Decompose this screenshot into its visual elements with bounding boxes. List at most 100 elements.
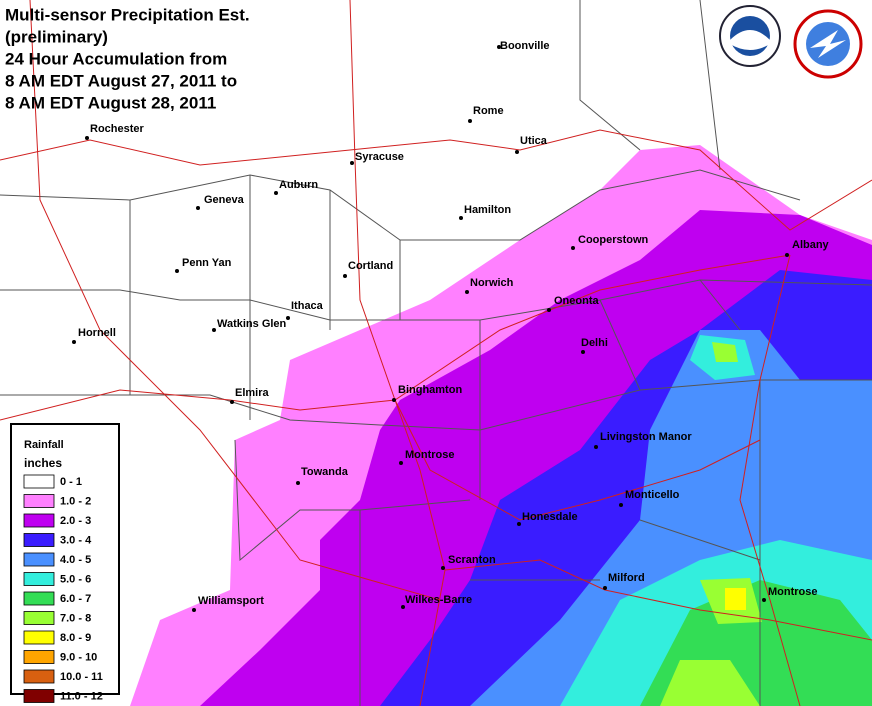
city-label: Boonville <box>500 40 550 52</box>
city-dot <box>296 481 300 485</box>
city-label: Ithaca <box>291 300 324 312</box>
city-dot <box>212 328 216 332</box>
city-dot <box>468 119 472 123</box>
legend-label: 5.0 - 6 <box>60 573 91 585</box>
city-label: Hamilton <box>464 204 511 216</box>
city-label: Honesdale <box>522 511 578 523</box>
city-label: Rochester <box>90 123 145 135</box>
zone <box>712 342 738 362</box>
legend-swatch <box>23 611 55 625</box>
city-label: Hornell <box>78 327 116 339</box>
zone <box>725 588 746 610</box>
city-dot <box>392 398 396 402</box>
city-label: Wilkes-Barre <box>405 594 472 606</box>
title-block: Multi-sensor Precipitation Est. (prelimi… <box>5 5 250 112</box>
city-dot <box>343 274 347 278</box>
city-dot <box>175 269 179 273</box>
city-dot <box>441 566 445 570</box>
legend-label: 2.0 - 3 <box>60 515 91 527</box>
city-label: Albany <box>792 239 830 251</box>
city-label: Williamsport <box>198 595 264 607</box>
city-dot <box>196 206 200 210</box>
legend-swatch <box>23 650 55 664</box>
city-label: Towanda <box>301 466 349 478</box>
city-label: Watkins Glen <box>217 318 287 330</box>
title-line: (preliminary) <box>5 27 108 46</box>
city-dot <box>286 316 290 320</box>
city-label: Cooperstown <box>578 234 649 246</box>
city-dot <box>465 290 469 294</box>
legend-swatch <box>23 494 55 508</box>
legend-label: 3.0 - 4 <box>60 534 92 546</box>
city-label: Syracuse <box>355 151 404 163</box>
city-dot <box>785 253 789 257</box>
city-label: Norwich <box>470 277 514 289</box>
legend-swatch <box>23 552 55 567</box>
city-dot <box>497 45 501 49</box>
city-dot <box>350 161 354 165</box>
city-label: Livingston Manor <box>600 431 692 443</box>
title-line: 8 AM EDT August 28, 2011 <box>5 93 216 112</box>
nws-logo <box>793 9 863 79</box>
city-dot <box>459 216 463 220</box>
legend-units: inches <box>24 456 62 470</box>
city-dot <box>594 445 598 449</box>
city-label: Utica <box>520 135 548 147</box>
city-label: Penn Yan <box>182 257 232 269</box>
legend-swatch <box>23 474 55 489</box>
city-dot <box>274 191 278 195</box>
city-dot <box>571 246 575 250</box>
title-line: 24 Hour Accumulation from <box>5 49 227 68</box>
city-label: Montrose <box>405 449 455 461</box>
legend-label: 4.0 - 5 <box>60 554 91 566</box>
city-dot <box>85 136 89 140</box>
legend-swatch <box>23 630 55 645</box>
cities: Boonville Rome Utica Rochester Syracuse Aubur… <box>72 40 830 612</box>
legend-label: 1.0 - 2 <box>60 495 91 507</box>
city-dot <box>619 503 623 507</box>
city-dot <box>762 598 766 602</box>
city-label: Delhi <box>581 337 608 349</box>
legend-label: 11.0 - 12 <box>60 690 103 702</box>
zone <box>660 660 760 706</box>
legend-label: 9.0 - 10 <box>60 651 97 663</box>
legend-label: 6.0 - 7 <box>60 593 91 605</box>
city-label: Milford <box>608 572 645 584</box>
city-label: Geneva <box>204 194 245 206</box>
legend: Rainfall inches 0 - 1 1.0 - 2 2.0 - 3 3.0 -… <box>10 423 120 703</box>
city-label: Cortland <box>348 260 393 272</box>
title-line: 8 AM EDT August 27, 2011 to <box>5 71 237 90</box>
city-label: Elmira <box>235 387 270 399</box>
legend-label: 0 - 1 <box>60 476 82 488</box>
city-label: Oneonta <box>554 295 599 307</box>
legend-swatch <box>23 572 55 586</box>
city-label: Monticello <box>625 489 680 501</box>
city-dot <box>581 350 585 354</box>
city-dot <box>72 340 76 344</box>
city-dot <box>399 461 403 465</box>
title-line: Multi-sensor Precipitation Est. <box>5 5 250 24</box>
city-dot <box>603 586 607 590</box>
city-dot <box>547 308 551 312</box>
city-dot <box>192 608 196 612</box>
legend-swatch <box>23 689 55 703</box>
city-label: Rome <box>473 105 504 117</box>
city-dot <box>515 150 519 154</box>
city-label: Montrose <box>768 586 818 598</box>
city-label: Scranton <box>448 554 496 566</box>
city-dot <box>401 605 405 609</box>
legend-title: Rainfall <box>24 439 64 451</box>
city-dot <box>230 400 234 404</box>
noaa-logo <box>719 5 781 67</box>
city-label: Auburn <box>279 179 318 191</box>
rain-zones <box>130 145 872 706</box>
legend-label: 7.0 - 8 <box>60 612 91 624</box>
legend-swatch <box>23 669 55 684</box>
legend-label: 8.0 - 9 <box>60 632 91 644</box>
legend-swatch <box>23 591 55 606</box>
city-dot <box>517 522 521 526</box>
legend-swatch <box>23 533 55 547</box>
legend-label: 10.0 - 11 <box>60 671 103 683</box>
city-label: Binghamton <box>398 384 462 396</box>
